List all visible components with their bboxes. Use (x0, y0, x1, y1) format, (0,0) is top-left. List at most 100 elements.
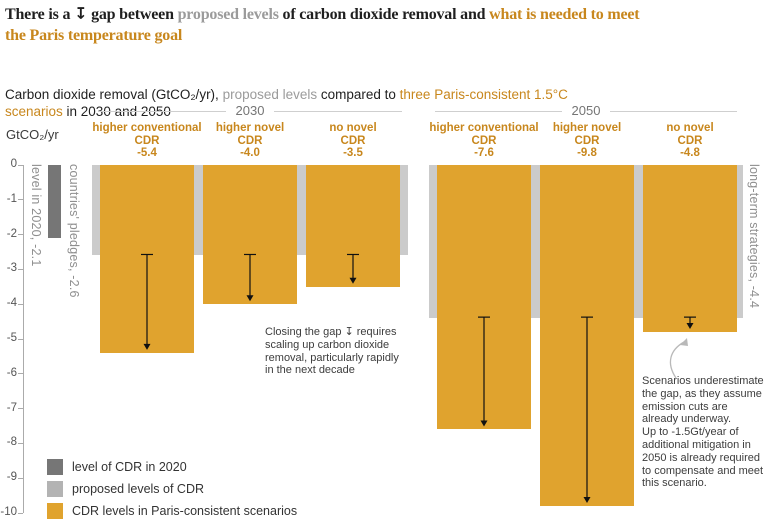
legend-label-1: proposed levels of CDR (72, 482, 205, 496)
scenario-label-line: -4.8 (680, 147, 700, 159)
bar-scenario-2050-1 (540, 165, 634, 507)
legend-item-0: level of CDR in 2020 (47, 459, 297, 475)
scenario-label-line: CDR (574, 134, 600, 147)
y-axis-tick (18, 164, 23, 166)
page-subtitle: Carbon dioxide removal (GtCO₂/yr), propo… (5, 86, 645, 120)
y-axis-tick (18, 268, 23, 270)
text-segment: scenarios (5, 104, 63, 119)
scenario-label-line: no novel (666, 122, 714, 134)
subtitle-line-1: Carbon dioxide removal (GtCO₂/yr), propo… (5, 86, 645, 103)
legend-swatch-2 (47, 503, 63, 519)
scenario-label-line: higher conventional (429, 122, 539, 134)
text-segment: the Paris temperature goal (5, 27, 183, 44)
y-axis-tick (18, 408, 23, 410)
scenario-label-line: higher novel (215, 122, 285, 134)
y-axis-tick-label: -5 (6, 332, 17, 344)
curved-pointer-arrow (669, 341, 685, 379)
scenario-label-2050-0: higher conventional CDR -7.6 (424, 122, 544, 160)
annotation-line: Scenarios underestimate (642, 375, 764, 387)
bar-scenario-2030-1 (203, 165, 297, 305)
y-axis-title: GtCO₂/yr (6, 127, 59, 142)
y-axis-tick-label: -9 (6, 471, 17, 484)
y-axis-tick (18, 199, 23, 201)
text-segment: compared to (317, 87, 400, 102)
text-segment: what is needed to meet (489, 6, 640, 23)
annotation-line: Closing the gap ↧ requires (265, 326, 397, 338)
annotation-line: Up to -1.5Gt/year of (642, 426, 739, 439)
scenario-label-2030-0: higher conventional CDR -5.4 (87, 122, 207, 160)
group-year-2050: 2050 (571, 103, 601, 118)
y-axis-tick-label: -10 (0, 506, 17, 518)
y-axis-tick (18, 442, 23, 444)
text-segment: three Paris-consistent 1.5°C (399, 87, 568, 102)
title-line-1: There is a ↧ gap between proposed levels… (5, 3, 765, 25)
text-segment: Carbon dioxide removal (GtCO₂/yr), (5, 87, 223, 102)
scenario-label-line: CDR (471, 134, 497, 147)
scenario-label-line: -9.8 (577, 147, 597, 159)
scenario-label-line: -7.6 (474, 147, 494, 159)
scenario-label-line: -5.4 (137, 147, 157, 159)
legend-item-1: proposed levels of CDR (47, 481, 297, 497)
bar-level-2020 (48, 165, 61, 239)
scenario-annotation: Scenarios underestimate the gap, as they … (642, 375, 768, 490)
bar-scenario-2030-2 (306, 165, 400, 287)
annotation-line: already underway. (642, 413, 732, 426)
annotation-line: removal, particularly rapidly (265, 351, 399, 364)
y-axis-tick-label: -6 (6, 366, 17, 379)
y-axis-tick-label: -7 (6, 401, 17, 414)
legend-swatch-0 (47, 459, 63, 475)
legend-label-0: level of CDR in 2020 (72, 460, 187, 474)
scenario-label-2030-2: no novel CDR -3.5 (293, 122, 413, 160)
curved-pointer-arrowhead (680, 338, 688, 346)
y-axis-tick (18, 373, 23, 375)
text-segment: proposed levels (177, 6, 279, 23)
y-axis-tick (18, 234, 23, 236)
text-segment: gap between (87, 6, 178, 23)
annotation-line: in the next decade (265, 364, 355, 377)
bar-scenario-2030-0 (100, 165, 194, 353)
scenario-label-line: CDR (677, 134, 703, 147)
label-level-2020: level in 2020, -2.1 (29, 164, 43, 267)
title-line-2: the Paris temperature goal (5, 25, 765, 46)
y-axis-tick-label: -3 (6, 262, 17, 275)
annotation-line: to compensate and meet (642, 464, 764, 477)
scenario-label-line: no novel (329, 122, 377, 134)
year-line-right (274, 111, 402, 112)
annotation-line: 2050 is already required (642, 451, 761, 464)
legend-item-2: CDR levels in Paris-consistent scenarios (47, 503, 297, 519)
text-segment: proposed levels (222, 87, 318, 102)
text-segment: There is a (5, 6, 75, 23)
text-segment: of carbon dioxide removal and (278, 6, 490, 23)
label-pledge-2050: long-term strategies, -4.4 (747, 164, 761, 309)
page-title: There is a ↧ gap between proposed levels… (5, 3, 765, 46)
scenario-label-2050-2: no novel CDR -4.8 (630, 122, 750, 160)
gap-annotation: Closing the gap ↧ requires scaling up car… (265, 326, 435, 377)
legend-swatch-1 (47, 481, 63, 497)
scenario-label-line: CDR (134, 134, 160, 147)
annotation-line: this scenario. (642, 477, 707, 490)
scenario-label-2050-1: higher novel CDR -9.8 (527, 122, 647, 160)
scenario-label-line: -4.0 (240, 147, 260, 159)
y-axis-tick-label: -2 (6, 227, 17, 240)
scenario-label-line: CDR (237, 134, 263, 147)
y-axis-tick (18, 303, 23, 305)
legend-label-2: CDR levels in Paris-consistent scenarios (72, 504, 298, 518)
annotation-line: additional mitigation in (642, 438, 751, 451)
scenario-label-line: -3.5 (343, 147, 363, 159)
group-year-2030: 2030 (235, 103, 265, 118)
annotation-line: scaling up carbon dioxide (265, 338, 390, 351)
y-axis-tick (18, 477, 23, 479)
y-axis-tick-label: -4 (6, 297, 17, 310)
y-axis-tick-label: 0 (10, 158, 17, 170)
scenario-label-line: higher conventional (92, 122, 202, 134)
bar-scenario-2050-0 (437, 165, 531, 430)
y-axis-tick-label: -8 (6, 436, 17, 449)
scenario-label-2030-1: higher novel CDR -4.0 (190, 122, 310, 160)
y-axis-tick (18, 338, 23, 340)
label-pledge-2030: countries' pledges, -2.6 (67, 164, 81, 298)
year-line-left (435, 111, 562, 112)
annotation-line: emission cuts are (642, 400, 728, 413)
y-axis-tick (18, 512, 23, 514)
scenario-label-line: higher novel (552, 122, 622, 134)
